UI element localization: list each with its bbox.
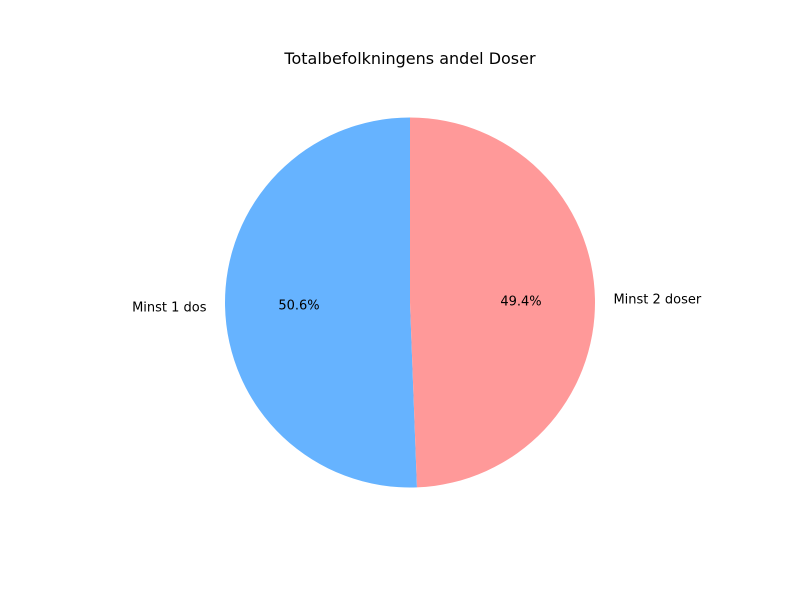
pie-slice-1 [225,117,417,488]
slice-percentage-2: 49.4% [500,294,541,309]
pie-slices [225,117,596,488]
pie-slice-2 [410,117,596,488]
slice-label-1: Minst 1 dos [132,300,207,315]
pie-labels: Minst 1 dos 50.6% Minst 2 doser 49.4% [132,293,702,316]
chart-title: Totalbefolkningens andel Doser [283,49,536,68]
slice-label-2: Minst 2 doser [613,293,701,308]
slice-percentage-1: 50.6% [278,299,319,314]
